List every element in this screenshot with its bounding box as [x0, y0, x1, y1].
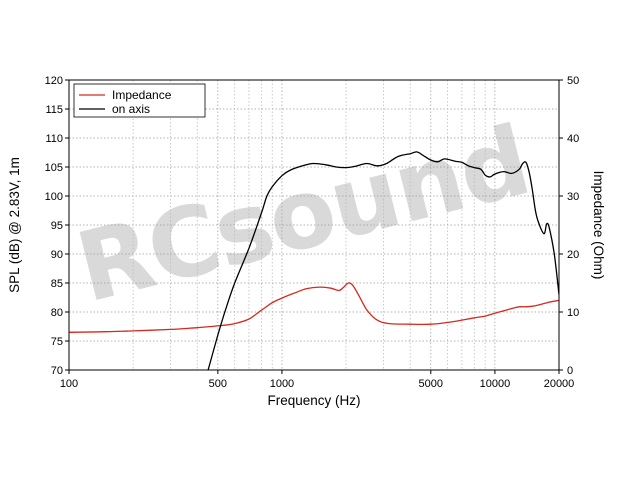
- y-left-tick-label: 115: [45, 104, 63, 116]
- grid-layer: [69, 80, 559, 370]
- y-left-tick-label: 70: [51, 365, 63, 377]
- y-left-tick-label: 110: [45, 133, 63, 145]
- legend-label: on axis: [112, 102, 150, 116]
- watermark-text: RCsound: [66, 105, 538, 325]
- titles-layer: Frequency (Hz) SPL (dB) @ 2.83V, 1m Impe…: [7, 157, 606, 408]
- series-line-impedance: [69, 282, 559, 333]
- y-left-tick-label: 85: [51, 278, 63, 290]
- y-left-tick-label: 105: [45, 162, 63, 174]
- y-right-tick-label: 40: [567, 133, 579, 145]
- y-left-tick-label: 95: [51, 220, 63, 232]
- watermark-layer: RCsound: [66, 105, 538, 325]
- y-right-tick-label: 10: [567, 307, 579, 319]
- x-tick-label: 500: [209, 378, 227, 390]
- series-layer: [69, 151, 559, 370]
- y-left-tick-label: 120: [45, 75, 63, 87]
- x-axis-title: Frequency (Hz): [267, 393, 360, 408]
- left-axis-title: SPL (dB) @ 2.83V, 1m: [7, 157, 22, 293]
- y-right-tick-label: 0: [567, 365, 573, 377]
- right-axis-title: Impedance (Ohm): [591, 171, 606, 280]
- series-line-on-axis: [207, 151, 559, 370]
- y-left-tick-label: 100: [45, 191, 63, 203]
- x-tick-label: 100: [60, 378, 78, 390]
- y-right-tick-label: 20: [567, 249, 579, 261]
- x-tick-label: 1000: [270, 378, 294, 390]
- y-right-tick-label: 30: [567, 191, 579, 203]
- legend-box: [73, 83, 206, 118]
- x-tick-label: 20000: [544, 378, 575, 390]
- legend-label: Impedance: [112, 88, 172, 102]
- x-tick-label: 5000: [419, 378, 443, 390]
- ticks-layer: 100 500 1000 5000 10000 200007075808590951001…: [45, 75, 580, 390]
- y-right-tick-label: 50: [567, 75, 579, 87]
- y-left-tick-label: 90: [51, 249, 63, 261]
- y-left-tick-label: 75: [51, 336, 63, 348]
- y-left-tick-label: 80: [51, 307, 63, 319]
- x-tick-label: 10000: [480, 378, 511, 390]
